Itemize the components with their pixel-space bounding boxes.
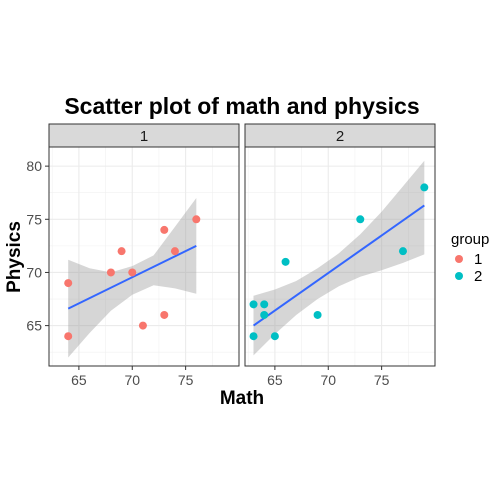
y-tick-label: 65 [26,318,42,334]
data-point [170,247,179,256]
y-tick-label: 75 [26,211,42,227]
x-tick-label: 65 [71,372,87,388]
panel-border [244,146,436,367]
x-axis-title: Math [220,388,264,409]
data-point [270,332,279,341]
data-point [398,247,407,256]
strip-label-1: 1 [140,128,148,145]
legend-label-2: 2 [474,268,482,285]
legend-key-2 [455,272,463,280]
panel-1: 1 65 70 75 65 70 75 80 [26,123,240,388]
fit-line [252,204,425,327]
data-point [64,279,73,288]
panel-background [49,147,239,366]
data-point [106,268,115,277]
data-point [128,268,137,277]
legend: group 12 [451,231,489,285]
data-point [160,225,169,234]
legend-key-1 [455,255,463,263]
y-axis-title: Physics [4,221,25,293]
fit-line [67,244,197,310]
data-point [420,183,429,192]
data-point [260,310,269,319]
data-point [117,247,126,256]
x-tick-label: 75 [374,372,390,388]
y-tick-label: 80 [26,158,42,174]
data-point [64,332,73,341]
data-point [192,215,201,224]
data-point [356,215,365,224]
data-point [313,310,322,319]
confidence-band [253,160,425,356]
data-point [249,300,258,309]
data-point [260,300,269,309]
y-tick-label: 70 [26,264,42,280]
x-tick-label: 70 [320,372,336,388]
panel-background [245,147,435,366]
panel-2: 2 65 70 75 [244,123,436,388]
legend-label-1: 1 [474,251,482,268]
x-tick-label: 70 [124,372,140,388]
x-tick-label: 65 [267,372,283,388]
panel-border [48,146,240,367]
x-tick-label: 75 [178,372,194,388]
panels: 1 65 70 75 65 70 75 80 2 65 70 75 [26,123,436,388]
data-point [138,321,147,330]
legend-title: group [451,231,489,248]
chart-title: Scatter plot of math and physics [64,93,419,119]
data-point [160,310,169,319]
data-point [249,332,258,341]
strip-label-2: 2 [336,128,344,145]
data-point [281,257,290,266]
